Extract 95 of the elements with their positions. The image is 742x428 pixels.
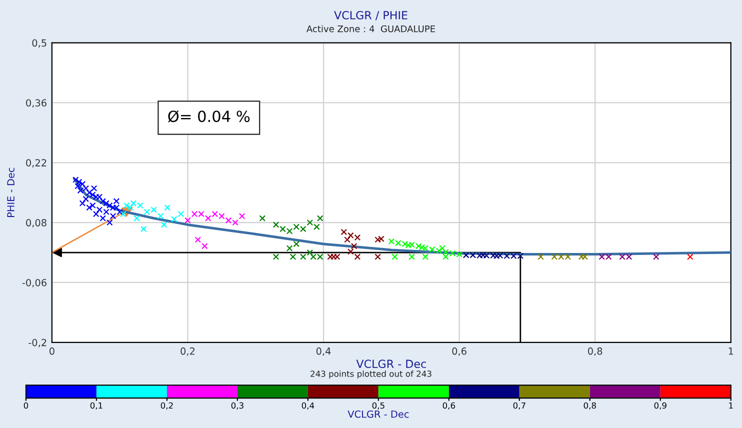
y-tick-label: -0,06	[22, 278, 46, 288]
color-bar-label: 0,1	[90, 402, 102, 410]
point	[126, 204, 134, 211]
point	[103, 200, 110, 206]
point	[204, 215, 212, 222]
point	[272, 222, 280, 228]
point	[439, 245, 446, 252]
x-tick-label: 0	[49, 347, 54, 355]
point	[422, 254, 429, 260]
x-tick-label: 1	[728, 348, 734, 355]
point	[378, 236, 384, 242]
point	[653, 254, 660, 260]
point	[290, 254, 296, 260]
y-tick-label: 0,36	[26, 99, 46, 108]
color-bar-label: 0,2	[160, 402, 173, 410]
point	[110, 212, 116, 220]
point	[92, 210, 100, 218]
point	[340, 228, 348, 236]
point	[480, 252, 486, 258]
point	[538, 254, 544, 260]
point	[405, 242, 412, 248]
color-bar-title: VCLGR - Dec	[348, 410, 409, 418]
point	[86, 189, 92, 196]
point	[330, 254, 337, 260]
point	[286, 245, 293, 252]
x-axis-title: VCLGR - Dec	[356, 360, 426, 368]
y-axis-title: PHIE - Dec	[7, 168, 14, 217]
color-bar-label: 0,3	[231, 402, 244, 410]
point	[392, 254, 398, 260]
point	[100, 198, 106, 204]
point	[160, 222, 168, 228]
point	[164, 204, 171, 211]
point	[157, 212, 164, 220]
point	[72, 176, 79, 183]
text: 243 points plotted out of 243	[310, 370, 432, 379]
color-bar-label: 0,5	[372, 402, 384, 410]
chart-title: VCLGR / PHIE	[334, 11, 408, 20]
point	[238, 212, 246, 220]
point	[86, 204, 92, 211]
point	[344, 236, 350, 243]
point	[82, 196, 90, 202]
chart-subtitle: Active Zone : 4 GUADALUPE	[306, 25, 435, 32]
color-bar-label: 0,6	[442, 402, 456, 410]
point	[90, 202, 96, 209]
x-tick-label: 0,4	[316, 347, 331, 356]
point	[106, 219, 113, 226]
point	[582, 254, 588, 260]
point	[202, 242, 208, 250]
point	[300, 254, 306, 260]
point	[100, 215, 106, 222]
annotation: Ø= 0.04 %	[168, 110, 250, 122]
point	[354, 254, 361, 260]
point	[374, 236, 381, 243]
point	[348, 248, 354, 255]
y-tick-label: -0,2	[28, 338, 46, 348]
point	[418, 244, 426, 251]
point	[293, 240, 300, 248]
color-bar-label: 0	[24, 402, 28, 409]
point	[316, 215, 324, 222]
point	[79, 200, 86, 206]
point	[134, 215, 140, 222]
y-tick-label: 0,08	[26, 219, 46, 228]
color-bar-label: 0,4	[302, 402, 314, 410]
point	[686, 254, 694, 260]
point	[92, 194, 100, 200]
point	[272, 254, 280, 260]
point	[374, 254, 381, 260]
point	[442, 254, 449, 260]
point	[314, 224, 320, 230]
point	[408, 254, 415, 260]
point	[140, 226, 147, 232]
point	[76, 178, 82, 186]
point	[184, 217, 191, 224]
point	[306, 249, 314, 256]
color-bar-label: 0,7	[513, 402, 526, 410]
point	[110, 204, 116, 211]
x-tick-label: 0,2	[180, 347, 194, 356]
point	[170, 216, 178, 222]
point	[578, 254, 585, 260]
point	[493, 252, 500, 260]
y-tick-label: 0,5	[32, 39, 46, 48]
point	[178, 210, 184, 218]
point	[350, 242, 358, 250]
point	[306, 219, 314, 226]
color-bar-label: 1	[729, 402, 733, 409]
color-bar-label: 0,9	[654, 402, 666, 410]
point	[194, 236, 202, 243]
point	[120, 210, 126, 218]
x-tick-label: 0,6	[452, 347, 466, 356]
point	[113, 198, 120, 204]
point	[259, 215, 266, 222]
color-bar-label: 0,8	[584, 402, 596, 410]
x-tick-label: 0,8	[588, 347, 602, 356]
point	[116, 208, 123, 216]
y-tick-label: 0,22	[26, 159, 46, 168]
